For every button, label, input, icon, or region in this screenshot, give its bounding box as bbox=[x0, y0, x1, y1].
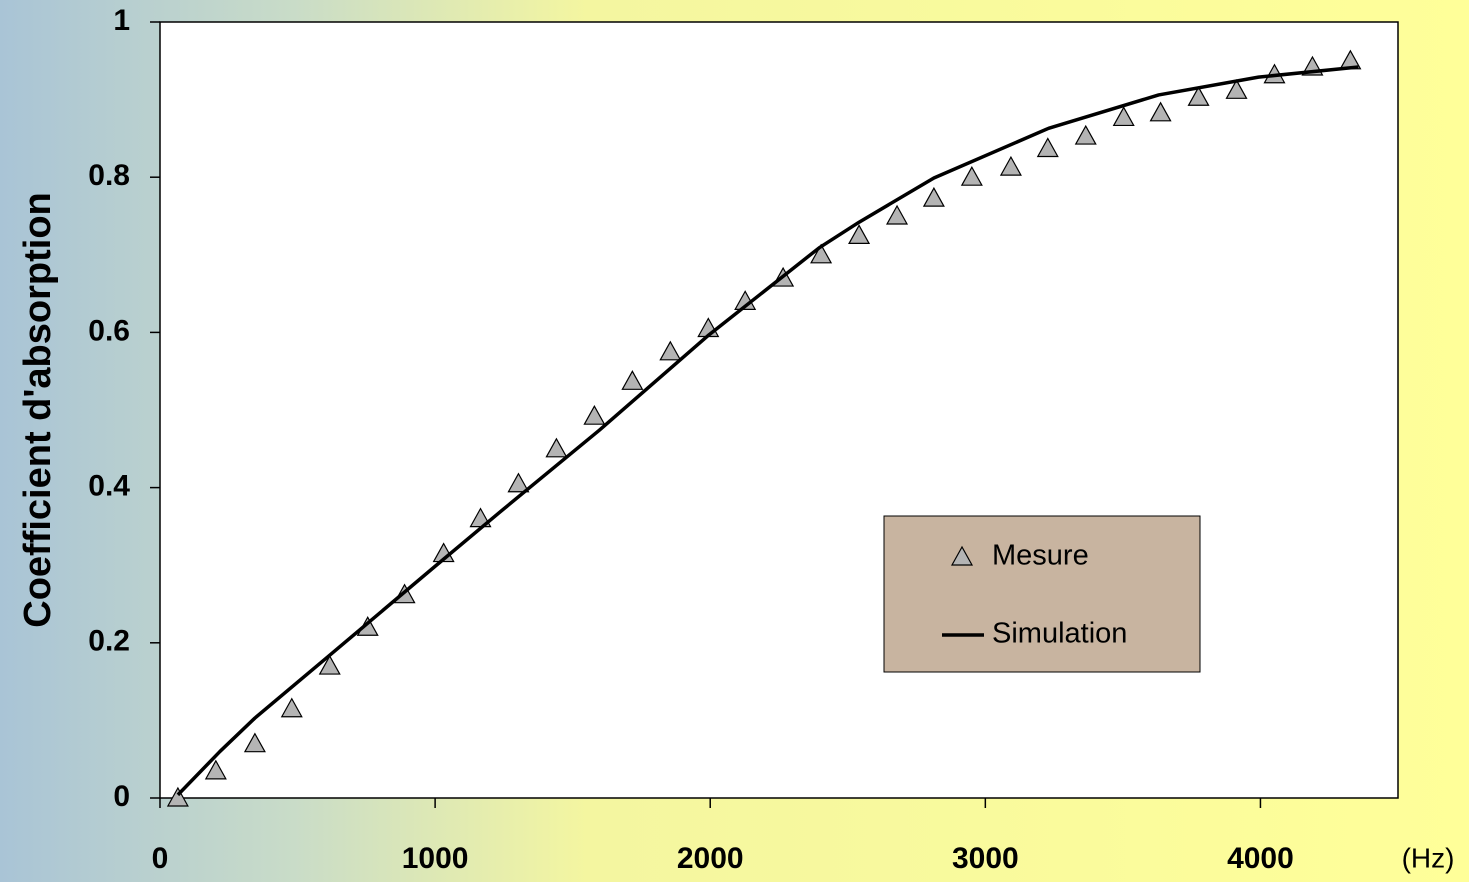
marker bbox=[960, 165, 983, 186]
legend-marker bbox=[950, 545, 974, 566]
y-tick-label: 0.2 bbox=[88, 625, 130, 658]
marker bbox=[1112, 106, 1135, 127]
marker bbox=[243, 732, 266, 753]
marker bbox=[848, 224, 871, 244]
marker bbox=[1187, 86, 1210, 106]
line bbox=[176, 65, 1359, 797]
legend-label: Mesure bbox=[992, 540, 1089, 572]
marker bbox=[810, 243, 833, 264]
legend-label: Simulation bbox=[992, 618, 1127, 650]
marker bbox=[318, 654, 341, 675]
legend-box bbox=[883, 515, 1201, 673]
marker bbox=[1225, 79, 1248, 99]
marker bbox=[1036, 137, 1059, 158]
marker bbox=[1074, 124, 1097, 145]
marker bbox=[621, 370, 644, 390]
y-tick-label: 0.6 bbox=[88, 314, 130, 347]
x-tick-label: 0 bbox=[152, 842, 169, 875]
marker bbox=[280, 697, 303, 718]
y-tick-label: 0 bbox=[113, 780, 130, 813]
marker bbox=[166, 786, 189, 807]
marker bbox=[1149, 101, 1172, 122]
marker bbox=[545, 437, 568, 458]
x-tick-label: 1000 bbox=[402, 842, 469, 875]
x-tick-label: 3000 bbox=[952, 842, 1019, 875]
y-tick-label: 0.8 bbox=[88, 159, 130, 192]
y-tick-label: 0.4 bbox=[88, 470, 130, 503]
plot-area bbox=[159, 21, 1399, 799]
marker bbox=[886, 204, 909, 225]
marker bbox=[204, 759, 227, 780]
x-tick-label: 2000 bbox=[677, 842, 744, 875]
marker bbox=[659, 340, 682, 361]
marker bbox=[999, 155, 1022, 176]
marker bbox=[922, 186, 945, 207]
y-tick-label: 1 bbox=[113, 4, 130, 37]
marker bbox=[507, 472, 530, 493]
y-axis-label: Coefficient d'absorption bbox=[17, 192, 59, 627]
marker bbox=[583, 404, 606, 425]
x-tick-label: 4000 bbox=[1227, 842, 1294, 875]
x-axis-unit: (Hz) bbox=[1402, 842, 1455, 873]
